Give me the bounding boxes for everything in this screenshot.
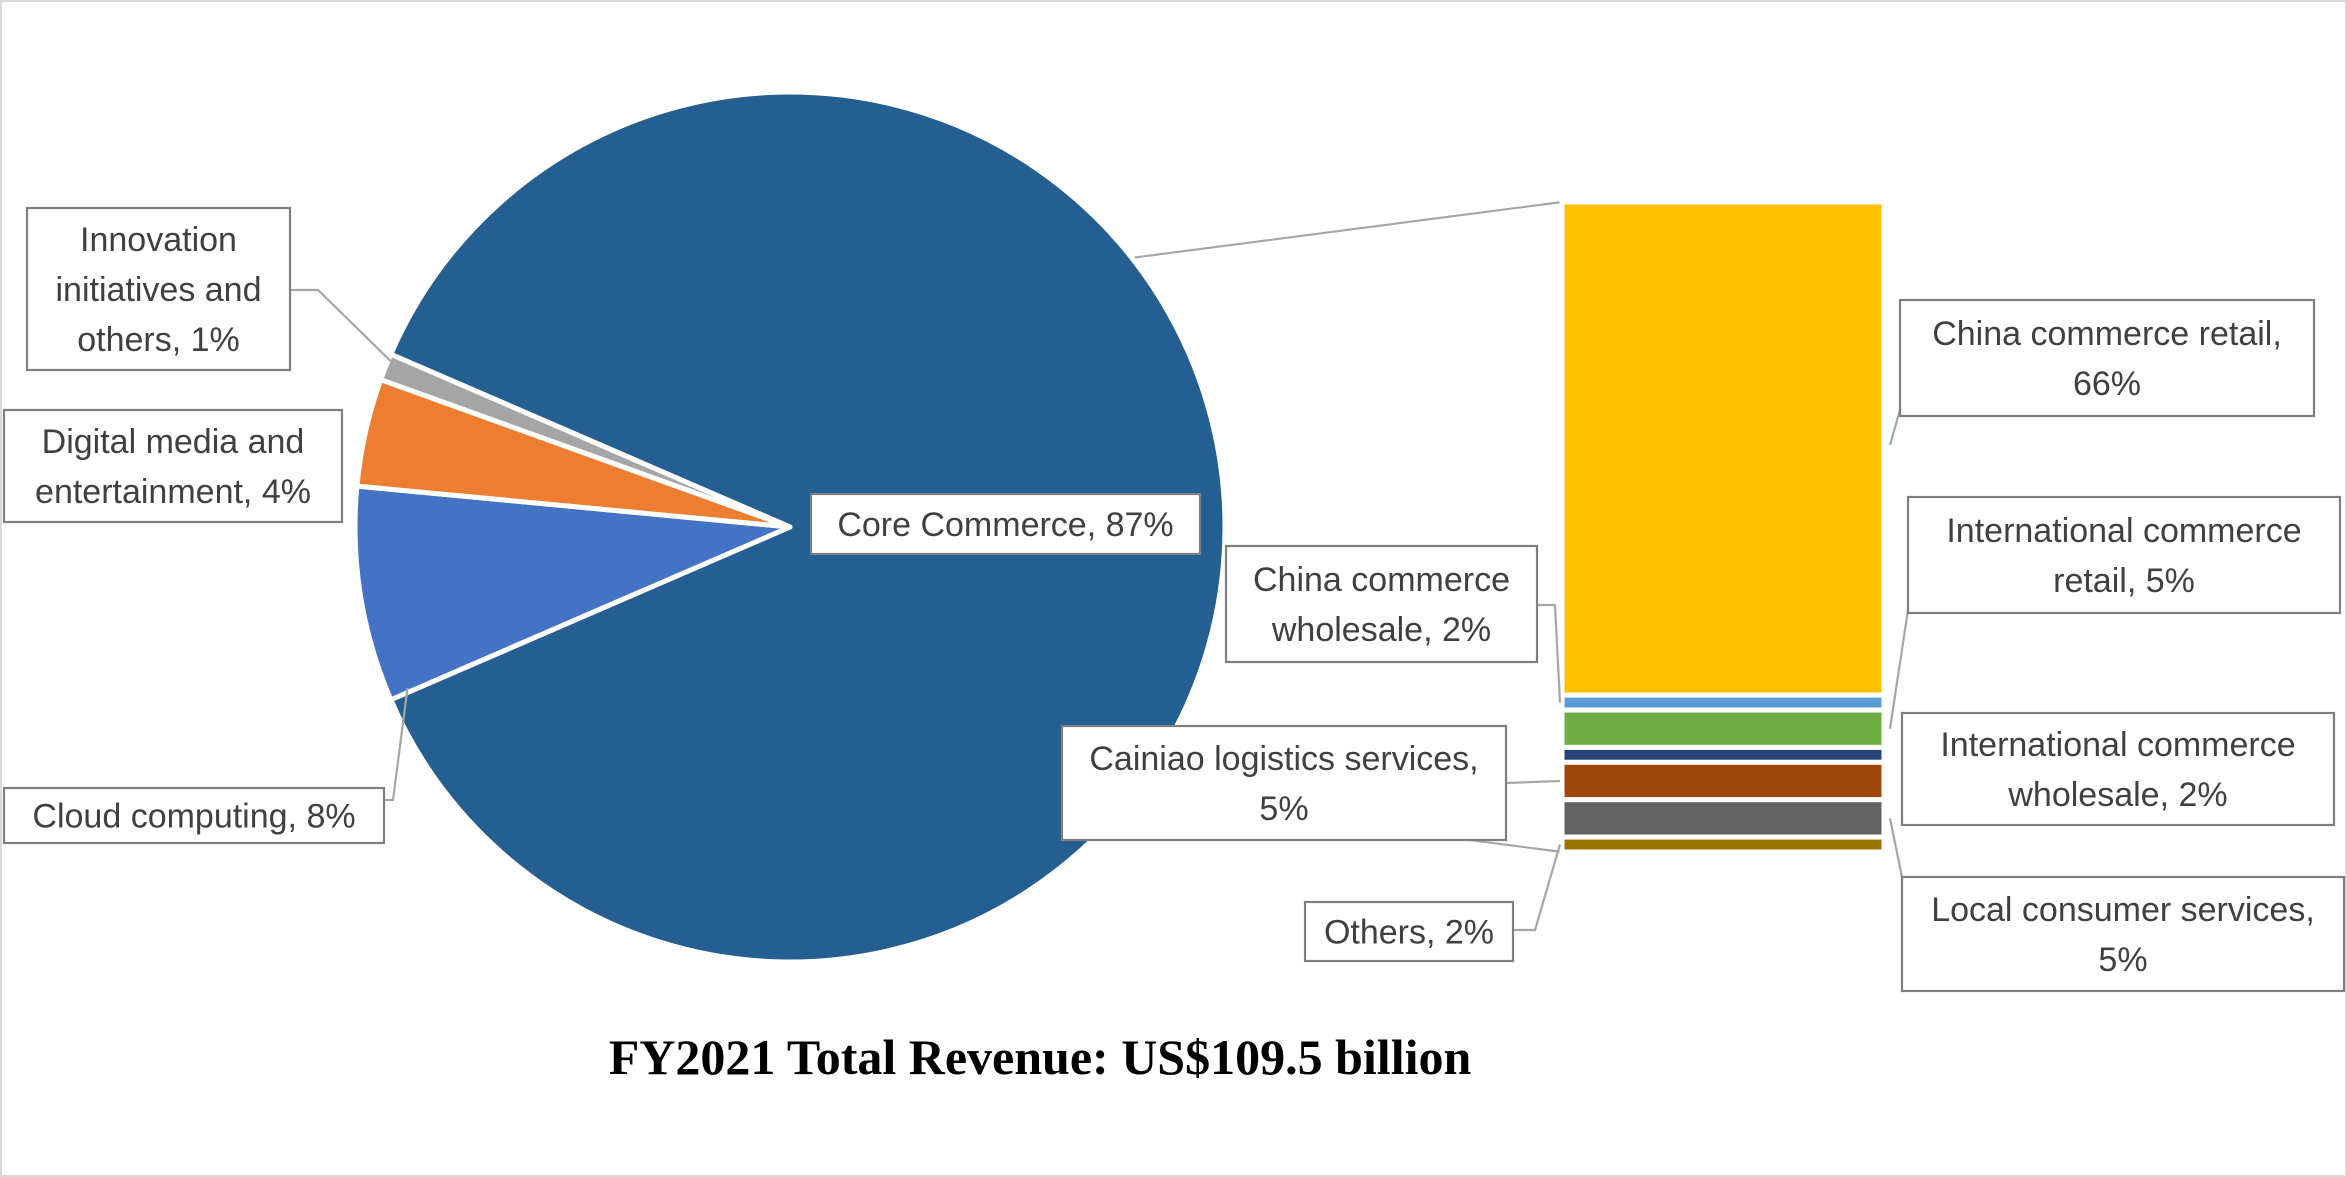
data-label-ccr: China commerce retail, 66% [1898,298,2316,418]
bar-segment-international-commerce-retail [1559,707,1887,750]
data-label-cloud: Cloud computing, 8% [2,786,386,845]
data-label-text: entertainment, 4% [35,473,311,511]
data-label-icw: International commerce wholesale, 2% [1900,711,2336,827]
data-label-ccw: China commerce wholesale, 2% [1224,544,1539,664]
data-label-box [25,206,292,372]
data-label-box [1060,724,1508,842]
data-label-text: Innovation [80,221,237,259]
data-label-text: 5% [1259,790,1308,828]
data-label-box [1906,495,2342,615]
data-labels: Innovation initiatives and others, 1% Digit… [2,206,2346,993]
data-label-text: 66% [2073,365,2141,403]
data-label-cainiao: Cainiao logistics services, 5% [1060,724,1508,842]
leader-line-cloud [384,687,409,802]
data-label-text: Digital media and [42,423,305,461]
data-label-box [1900,711,2336,827]
leader-line-ccw [1537,603,1562,703]
data-label-text: Others, 2% [1324,914,1494,952]
data-label-text: wholesale, 2% [2007,776,2227,814]
data-label-digital: Digital media and entertainment, 4% [2,408,344,524]
data-label-text: China commerce retail, [1932,315,2282,353]
data-label-core: Core Commerce, 87% [809,492,1202,556]
bar-segment-cainiao-logistics-services [1559,759,1887,803]
data-label-box [2,408,344,524]
data-label-box [1224,544,1539,664]
data-label-text: International commerce [1946,512,2301,550]
data-label-text: Local consumer services, [1931,891,2315,929]
data-label-text: Core Commerce, 87% [837,506,1173,544]
data-label-others: Others, 2% [1303,900,1515,963]
leader-line-icr [1888,609,1910,729]
data-label-text: International commerce [1940,726,2295,764]
pie-slices [352,89,1228,965]
bar-segment-china-commerce-retail [1559,199,1887,698]
data-label-box [1303,900,1515,963]
leader-lines [290,288,1910,932]
data-label-icr: International commerce retail, 5% [1906,495,2342,615]
data-label-text: Cainiao logistics services, [1089,740,1478,778]
pie-slice-innovation-initiatives-and-others [378,351,793,530]
data-label-text: retail, 5% [2053,562,2195,600]
leader-line-ccr [1888,409,1902,446]
leader-line-local [1888,818,1904,878]
data-label-text: China commerce [1253,561,1510,599]
bar-segment-local-consumer-services [1559,797,1887,840]
pie-slice-cloud-computing [352,483,793,703]
data-label-text: others, 1% [77,321,240,359]
data-label-innovation: Innovation initiatives and others, 1% [25,206,292,372]
pie-slice-core-commerce [388,89,1228,965]
data-label-text: initiatives and [55,271,261,309]
chart-title: FY2021 Total Revenue: US$109.5 billion [609,1029,1472,1085]
bar-segments [1559,199,1887,855]
data-label-box [809,492,1202,556]
bar-segment-others [1559,834,1887,855]
data-label-text: Cloud computing, 8% [32,798,355,836]
leader-line-others [1513,844,1562,932]
data-label-local: Local consumer services, 5% [1900,875,2346,993]
data-label-text: 5% [2098,941,2147,979]
data-label-box [2,786,386,845]
leader-line-cainiao [1505,779,1561,785]
data-label-box [1898,298,2316,418]
data-label-box [1900,875,2346,993]
data-label-text: wholesale, 2% [1271,611,1491,649]
leader-line-innovation [290,288,405,375]
